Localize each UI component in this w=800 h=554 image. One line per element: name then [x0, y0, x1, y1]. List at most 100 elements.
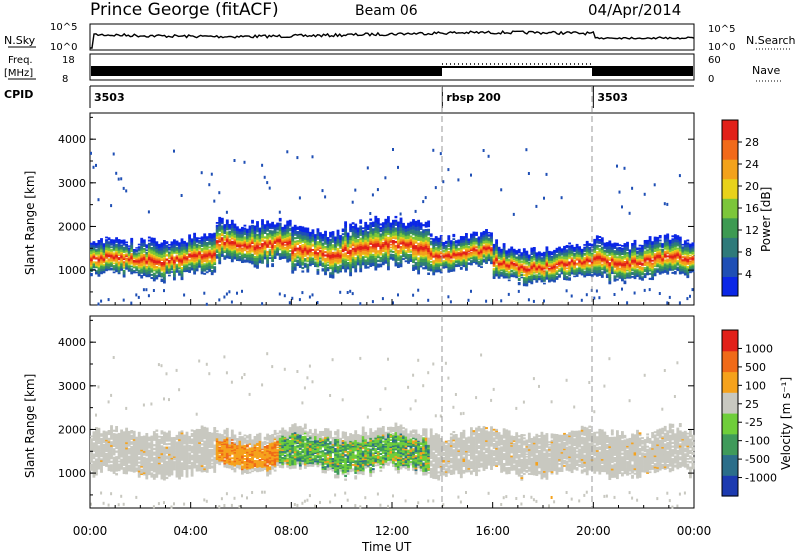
heatmap-cell: [356, 240, 360, 243]
heatmap-cell: [465, 263, 468, 266]
heatmap-cell: [281, 228, 285, 230]
heatmap-cell: [583, 244, 587, 246]
heatmap-cell: [482, 258, 486, 261]
heatmap-cell: [278, 235, 282, 238]
heatmap-cell: [185, 251, 189, 253]
heatmap-cell: [230, 240, 234, 243]
heatmap-cell: [449, 251, 453, 253]
heatmap-cell: [485, 260, 488, 263]
heatmap-cell: [238, 247, 242, 250]
heatmap-cell: [465, 254, 468, 257]
heatmap-cell: [444, 247, 448, 249]
heatmap-cell: [268, 251, 272, 254]
heatmap-cell: [492, 277, 496, 279]
heatmap-cell: [163, 253, 166, 256]
heatmap-cell: [402, 251, 405, 253]
heatmap-cell: [374, 230, 378, 233]
heatmap-cell: [301, 258, 305, 261]
heatmap-cell: [467, 258, 471, 260]
heatmap-cell: [334, 237, 337, 240]
heatmap-cell: [105, 261, 108, 264]
heatmap-cell: [502, 245, 506, 248]
heatmap-cell: [339, 267, 343, 270]
heatmap-cell: [475, 261, 478, 264]
heatmap-cell: [387, 255, 390, 258]
heatmap-cell: [281, 237, 285, 239]
heatmap-cell: [100, 269, 103, 272]
heatmap-cell: [449, 241, 453, 244]
heatmap-cell: [457, 241, 461, 244]
heatmap-speckle: [349, 289, 352, 293]
heatmap-cell: [371, 236, 375, 239]
heatmap-cell: [253, 241, 257, 244]
heatmap-cell: [266, 242, 270, 245]
heatmap-cell: [407, 222, 410, 225]
heatmap-cell: [354, 244, 358, 247]
heatmap-cell: [163, 281, 166, 284]
heatmap-cell: [223, 245, 227, 248]
heatmap-cell: [97, 249, 101, 252]
heatmap-cell: [178, 247, 181, 250]
freq-bar-1: [91, 66, 442, 76]
heatmap-cell: [137, 262, 141, 264]
heatmap-cell: [482, 252, 486, 255]
heatmap-cell: [127, 259, 131, 261]
heatmap-cell: [122, 269, 126, 272]
heatmap-cell: [183, 242, 186, 244]
heatmap-cell: [472, 236, 476, 239]
heatmap-cell: [459, 255, 463, 258]
heatmap-cell: [105, 248, 108, 251]
heatmap-speckle: [311, 293, 314, 297]
heatmap-cell: [397, 241, 400, 244]
heatmap-cell: [334, 243, 337, 246]
heatmap-cell: [291, 235, 295, 238]
heatmap-cell: [369, 242, 373, 245]
heatmap-cell: [414, 263, 418, 267]
heatmap-cell: [387, 216, 390, 219]
heatmap-cell: [429, 253, 433, 256]
heatmap-cell: [185, 253, 189, 256]
heatmap-cell: [122, 266, 126, 269]
heatmap-cell: [314, 241, 317, 244]
heatmap-cell: [142, 271, 146, 274]
heatmap-cell: [394, 233, 398, 236]
heatmap-cell: [173, 247, 176, 250]
heatmap-cell: [278, 233, 282, 236]
heatmap-cell: [331, 238, 335, 241]
heatmap-cell: [381, 222, 385, 225]
heatmap-cell: [132, 260, 136, 262]
heatmap-cell: [399, 227, 403, 230]
heatmap-cell: [389, 222, 393, 225]
heatmap-cell: [470, 255, 473, 257]
heatmap-cell: [339, 269, 343, 272]
heatmap-cell: [246, 236, 249, 239]
heatmap-cell: [369, 218, 373, 221]
heatmap-speckle: [183, 293, 186, 297]
heatmap-speckle: [115, 171, 118, 175]
heatmap-cell: [160, 274, 164, 277]
heatmap-cell: [193, 269, 197, 272]
heatmap-cell: [165, 247, 169, 250]
heatmap-cell: [319, 242, 322, 245]
heatmap-cell: [147, 236, 151, 239]
heatmap-cell: [203, 235, 207, 238]
heatmap-cell: [502, 275, 506, 278]
heatmap-cell: [500, 275, 504, 277]
heatmap-cell: [178, 256, 181, 259]
heatmap-cell: [230, 229, 234, 232]
heatmap-cell: [331, 264, 335, 268]
heatmap-cell: [236, 245, 239, 248]
heatmap-cell: [465, 267, 468, 270]
heatmap-cell: [281, 249, 285, 252]
heatmap-cell: [449, 248, 453, 251]
heatmap-cell: [336, 258, 340, 261]
heatmap-cell: [505, 269, 509, 271]
heatmap-cell: [477, 253, 481, 256]
heatmap-cell: [127, 263, 131, 265]
heatmap-cell: [480, 240, 483, 243]
heatmap-cell: [346, 249, 350, 252]
heatmap-cell: [145, 274, 149, 276]
heatmap-cell: [243, 243, 247, 246]
nsky-bottom-tick: 10^0: [50, 42, 77, 53]
heatmap-cell: [112, 253, 116, 256]
